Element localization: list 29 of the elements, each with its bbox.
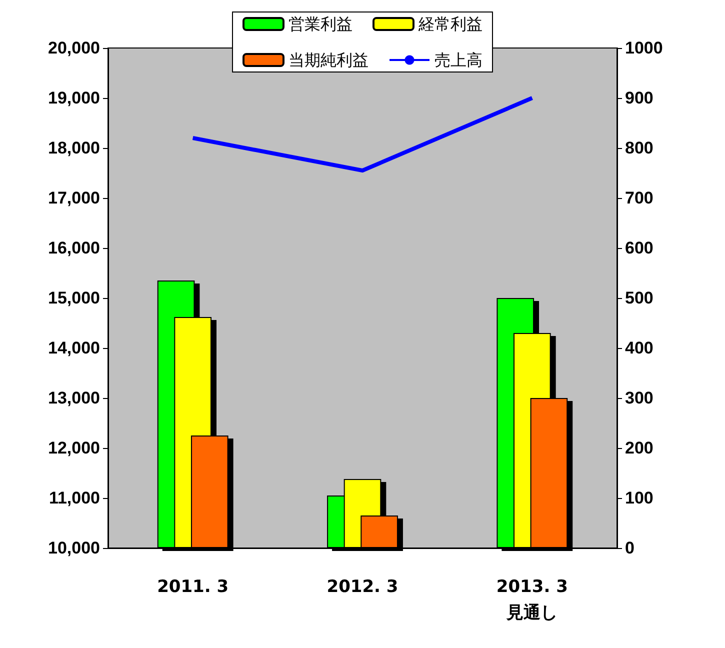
y-tick-label: 17,000 — [48, 188, 100, 208]
legend-label: 営業利益 — [288, 14, 352, 34]
y2-tick-label: 300 — [625, 388, 654, 408]
y-tick-label: 18,000 — [48, 138, 100, 158]
y2-tick-label: 800 — [625, 138, 654, 158]
y-tick-label: 12,000 — [48, 438, 100, 458]
y-tick-label: 16,000 — [48, 238, 100, 258]
y-tick-label: 10,000 — [48, 538, 100, 558]
y2-tick-label: 100 — [625, 488, 654, 508]
legend-label: 当期純利益 — [288, 50, 368, 70]
y2-tick-label: 0 — [625, 538, 634, 558]
x-tick-label: 2012. 3 — [326, 577, 398, 597]
y2-tick-label: 900 — [625, 88, 654, 108]
legend-label: 売上高 — [434, 50, 482, 70]
y2-tick-label: 500 — [625, 288, 654, 308]
y-tick-label: 14,000 — [48, 338, 100, 358]
x-tick-label: 2013. 3 見通し — [496, 577, 568, 623]
y2-tick-label: 700 — [625, 188, 654, 208]
y2-tick-label: 600 — [625, 238, 654, 258]
y2-tick-label: 200 — [625, 438, 654, 458]
y-tick-label: 15,000 — [48, 288, 100, 308]
x-tick-label: 2011. 3 — [157, 577, 229, 597]
y2-tick-label: 1000 — [625, 38, 663, 58]
y2-tick-label: 400 — [625, 338, 654, 358]
y-tick-label: 11,000 — [48, 488, 100, 508]
y-tick-label: 20,000 — [48, 38, 100, 58]
legend-label: 経常利益 — [418, 14, 482, 34]
y-tick-label: 19,000 — [48, 88, 100, 108]
y-tick-label: 13,000 — [48, 388, 100, 408]
